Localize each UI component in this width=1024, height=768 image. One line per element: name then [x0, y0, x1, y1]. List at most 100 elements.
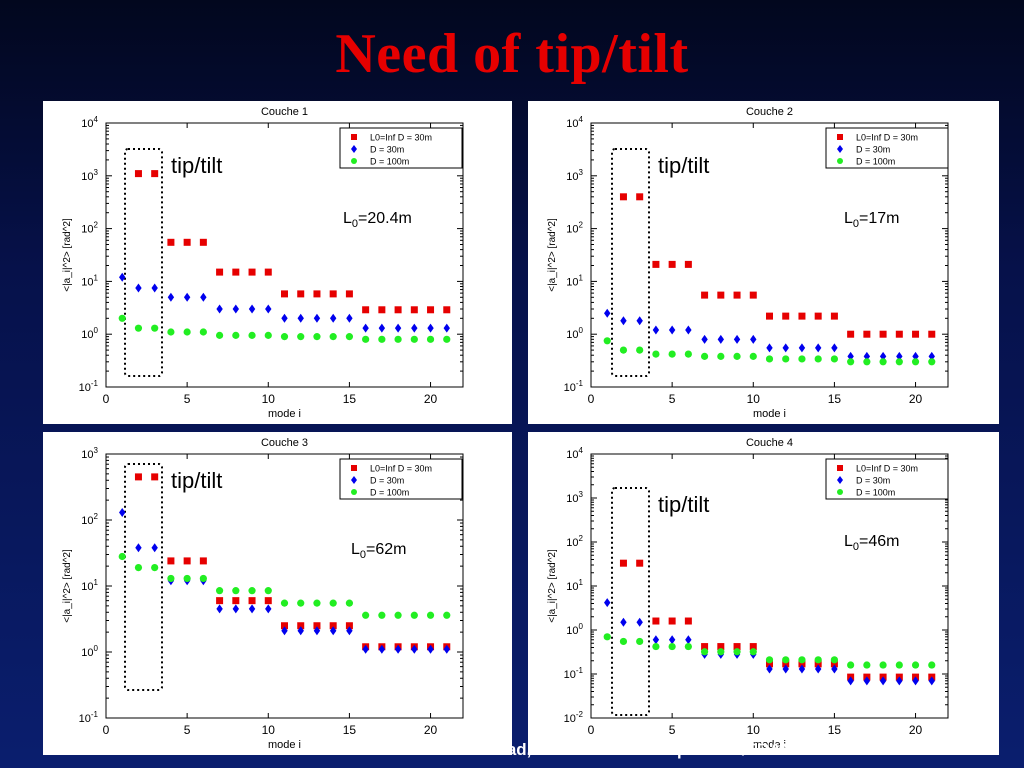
x-tick-label: 0	[103, 723, 110, 737]
point-square	[879, 330, 887, 338]
point-diamond	[604, 598, 611, 608]
legend-marker-square	[837, 465, 843, 471]
point-circle	[297, 599, 305, 607]
point-circle	[232, 587, 240, 595]
y-tick-label: 101	[81, 578, 98, 593]
legend: L0=Inf D = 30m D = 30m D = 100m	[339, 458, 463, 500]
point-circle	[215, 587, 224, 595]
point-circle	[280, 333, 289, 341]
point-diamond	[443, 644, 450, 654]
point-diamond	[668, 635, 676, 645]
point-diamond	[701, 334, 708, 344]
point-circle	[668, 350, 676, 358]
point-circle	[684, 642, 692, 651]
point-square	[798, 660, 806, 668]
point-circle	[248, 587, 256, 595]
y-tick-label: 100	[81, 644, 98, 659]
point-circle	[911, 661, 920, 669]
point-square	[183, 557, 191, 565]
point-square	[410, 306, 418, 314]
point-circle	[394, 335, 402, 343]
chart-panel-couche-1: Couche 1 0 5 10 15 20 10-1 100 101 102 103 104 mode …	[43, 101, 512, 424]
slide-title: Need of tip/tilt	[335, 23, 689, 85]
point-diamond	[782, 664, 789, 674]
point-circle	[410, 611, 418, 619]
point-diamond	[119, 272, 126, 282]
chart-couche-1: Couche 1 0 5 10 15 20 10-1 100 101 102 103 104 mode …	[62, 106, 464, 420]
point-circle	[700, 352, 709, 360]
point-circle	[183, 574, 191, 583]
y-axis-label: <|a_i|^2> [rad^2]	[62, 218, 73, 292]
tiptilt-box	[611, 487, 650, 716]
point-square	[378, 306, 386, 314]
legend-marker-circle	[837, 489, 843, 495]
legend-box	[339, 458, 463, 500]
point-square	[668, 260, 676, 268]
y-tick-label: 102	[81, 221, 98, 236]
point-circle	[668, 642, 676, 651]
point-square	[619, 559, 627, 567]
y-tick-label: 104	[566, 115, 583, 130]
legend-entry: L0=Inf D = 30m	[856, 133, 918, 143]
point-circle	[443, 611, 451, 619]
point-square	[345, 290, 353, 298]
x-tick-label: 10	[262, 723, 276, 737]
point-circle	[847, 358, 855, 366]
point-diamond	[620, 617, 627, 627]
point-diamond	[313, 626, 321, 636]
point-square	[167, 238, 175, 246]
point-diamond	[766, 664, 773, 674]
legend-entry: D = 100m	[856, 488, 895, 498]
point-square	[297, 290, 305, 298]
point-circle	[167, 574, 175, 583]
point-diamond	[863, 676, 871, 686]
point-diamond	[411, 323, 418, 333]
chart-couche-4: Couche 4 0 5 10 15 20 10-2 10-1 100 101 102 103 104 m…	[547, 437, 949, 751]
point-diamond	[200, 292, 207, 302]
y-tick-label: 10-1	[79, 710, 99, 725]
point-square	[701, 291, 709, 299]
point-square	[134, 473, 142, 481]
point-diamond	[216, 304, 223, 314]
point-square	[733, 291, 741, 299]
point-square	[345, 622, 353, 630]
x-tick-label: 15	[343, 392, 357, 406]
point-circle	[297, 333, 305, 341]
point-square	[912, 330, 920, 338]
x-tick-label: 5	[669, 392, 676, 406]
point-circle	[378, 611, 386, 619]
legend-marker-circle	[351, 489, 357, 495]
point-circle	[830, 656, 839, 664]
point-diamond	[378, 323, 386, 333]
point-diamond	[620, 316, 627, 326]
point-circle	[636, 637, 644, 646]
x-tick-label: 0	[588, 723, 595, 737]
legend-entry: D = 100m	[856, 157, 895, 167]
point-square	[394, 306, 402, 314]
legend-entry: L0=Inf D = 30m	[370, 464, 432, 474]
point-square	[199, 238, 207, 246]
legend-marker-diamond	[837, 145, 843, 153]
point-diamond	[297, 313, 304, 323]
point-square	[232, 268, 240, 276]
point-circle	[863, 661, 871, 669]
x-axis-label: mode i	[753, 739, 786, 751]
point-diamond	[151, 283, 158, 293]
point-square	[313, 622, 321, 630]
legend-marker-square	[351, 134, 357, 140]
legend-box	[825, 127, 949, 169]
chart-title: Couche 4	[746, 437, 793, 449]
point-square	[863, 330, 871, 338]
x-tick-label: 10	[747, 392, 761, 406]
point-circle	[345, 333, 354, 341]
point-diamond	[167, 292, 175, 302]
point-circle	[118, 552, 126, 561]
point-circle	[248, 331, 256, 339]
point-square	[766, 312, 773, 320]
tiptilt-label: tip/tilt	[658, 492, 709, 517]
point-diamond	[362, 323, 369, 333]
point-diamond	[346, 313, 353, 323]
tiptilt-label: tip/tilt	[658, 153, 709, 178]
point-diamond	[717, 334, 725, 344]
point-circle	[652, 350, 660, 358]
